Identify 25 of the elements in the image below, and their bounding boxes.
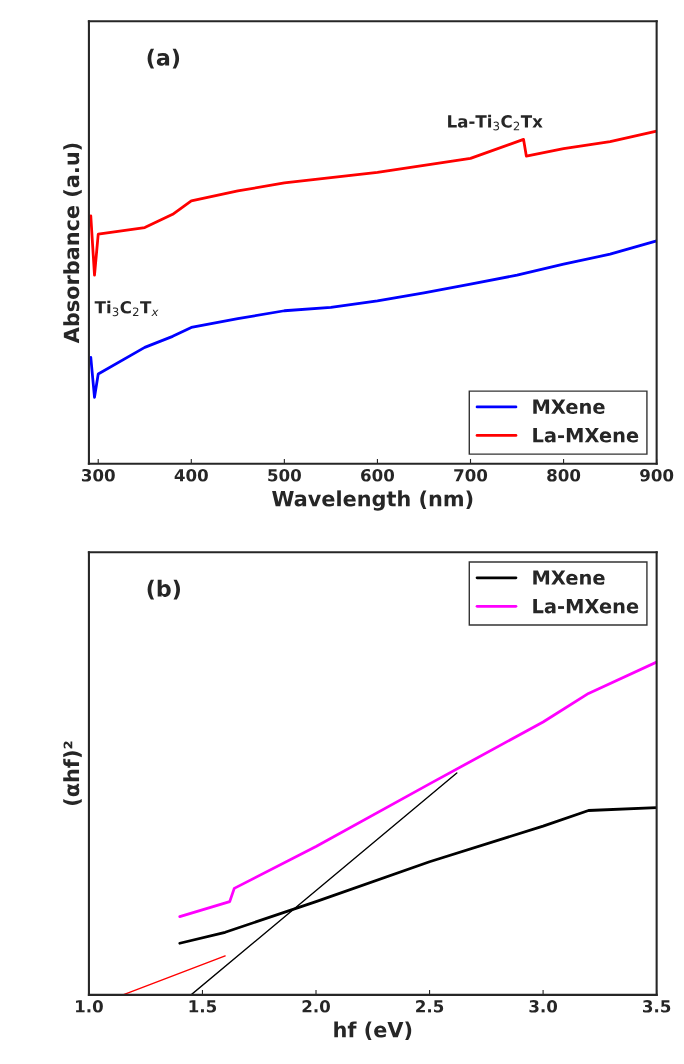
x-tick-label: 2.0 (302, 1000, 330, 1013)
x-axis-title: Wavelength (nm) (272, 490, 473, 511)
x-tick-label: 900 (640, 468, 674, 482)
text: (a) (147, 48, 180, 69)
x-tick-label: 300 (81, 468, 115, 482)
x-axis-title: hf (eV) (334, 1021, 412, 1040)
x-tick-label: 400 (174, 468, 208, 482)
y-axis-title: Absorbance (a.u) (63, 143, 82, 344)
y-axis-title: (αhf)² (63, 741, 82, 805)
x-tick-label: 600 (361, 468, 395, 482)
x-tick-label: 2.5 (416, 1000, 444, 1013)
x-tick-label: 3.0 (529, 1000, 558, 1013)
x-tick-label: 3.5 (642, 1000, 671, 1013)
text: La-Ti$_{3}$C$_{2}$Tx (448, 114, 543, 131)
legend-label: La-MXene (533, 598, 639, 614)
x-tick-label: 500 (268, 468, 301, 482)
x-tick-label: 1.0 (76, 1000, 103, 1013)
legend-label: MXene (533, 570, 605, 585)
x-tick-label: 1.5 (189, 1000, 217, 1013)
legend-label: La-MXene (533, 428, 639, 443)
legend-label: MXene (533, 399, 605, 414)
annotation: Ti$_{3}$C$_{2}$T$_{x}$ (94, 300, 159, 317)
text: (b) (147, 579, 180, 600)
x-tick-label: 700 (454, 468, 488, 482)
x-tick-label: 800 (547, 468, 581, 482)
